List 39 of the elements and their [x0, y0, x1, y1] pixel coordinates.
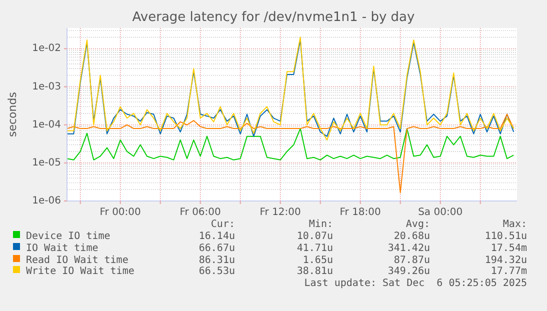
text: 17.77m — [490, 266, 527, 277]
x-tick-label: Sa 00:00 — [418, 207, 463, 218]
text: 20.68u — [394, 231, 430, 242]
text: 41.71u — [296, 243, 333, 254]
text: Max: — [502, 219, 527, 230]
text: 17.54m — [490, 243, 527, 254]
x-tick-label: Fr 12:00 — [260, 207, 301, 218]
text: Avg: — [406, 219, 430, 230]
x-tick-label: Fr 06:00 — [180, 207, 221, 218]
y-tick-label: 1e-03 — [32, 81, 61, 92]
y-tick-label: 1e-05 — [32, 157, 61, 168]
text: 86.31u — [198, 255, 235, 266]
text: 38.81u — [296, 266, 333, 277]
y-tick-label: 1e-04 — [32, 119, 61, 130]
x-tick-label: Fr 00:00 — [100, 207, 141, 218]
legend-label: Device IO time — [26, 231, 110, 242]
legend-label: IO Wait time — [26, 243, 98, 254]
y-tick-label: 1e-02 — [32, 43, 61, 54]
legend-label: Write IO Wait time — [26, 266, 134, 277]
text: 10.07u — [296, 231, 333, 242]
text: Min: — [308, 219, 333, 230]
y-axis-title: seconds — [6, 92, 19, 137]
legend-label: Read IO Wait time — [26, 255, 128, 266]
text: Last update: Sat Dec 6 05:25:05 2025 — [304, 278, 527, 289]
text: 349.26u — [388, 266, 430, 277]
text: 1.65u — [302, 255, 333, 266]
text: 110.51u — [484, 231, 527, 242]
y-tick-label: 1e-06 — [32, 196, 61, 206]
text: 16.14u — [198, 231, 235, 242]
chart-title: Average latency for /dev/nvme1n1 - by day — [132, 10, 416, 25]
text: 194.32u — [484, 255, 527, 266]
text: 87.87u — [394, 255, 430, 266]
x-tick-label: Fr 18:00 — [340, 207, 381, 218]
text: 66.67u — [198, 243, 235, 254]
line-series — [66, 128, 514, 160]
line-series — [66, 114, 514, 194]
text: 341.42u — [388, 243, 430, 254]
text: 66.53u — [198, 266, 235, 277]
text: Cur: — [210, 219, 235, 230]
